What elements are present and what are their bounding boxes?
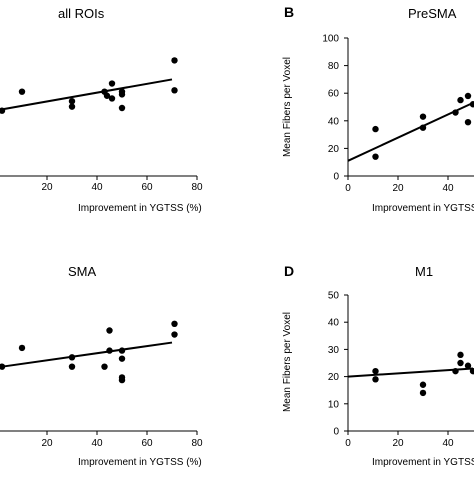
data-point-presma-3 (419, 124, 427, 131)
x-tick-label-all-rois-0: 20 (41, 182, 53, 193)
regression-line-sma (1, 341, 173, 368)
data-point-presma-0 (372, 125, 379, 133)
data-point-sma-5 (106, 327, 113, 334)
data-point-m1-2 (419, 381, 427, 388)
data-point-presma-4 (452, 109, 459, 116)
y-tick-label-m1-1: 10 (328, 399, 340, 410)
y-tick-label-presma-3: 60 (328, 89, 340, 100)
x-tick-label-sma-3: 80 (191, 438, 203, 449)
data-point-all-rois-10 (118, 104, 126, 112)
data-point-presma-6 (464, 92, 472, 100)
data-point-presma-7 (464, 118, 472, 126)
y-axis-label-presma: Mean Fibers per Voxel (282, 57, 293, 157)
x-tick-label-m1-0: 0 (345, 438, 351, 449)
panel-title-all-rois: all ROIs (58, 6, 105, 21)
data-point-sma-0 (18, 344, 26, 352)
x-tick-label-presma-1: 20 (392, 183, 404, 194)
y-tick-label-m1-0: 0 (333, 427, 339, 438)
data-point-m1-4 (452, 367, 459, 375)
y-tick-label-presma-4: 80 (328, 61, 340, 72)
panel-title-m1: M1 (415, 264, 433, 279)
x-tick-label-presma-0: 0 (345, 183, 351, 194)
data-point-sma-11 (171, 320, 178, 327)
data-point-sma-7 (118, 347, 126, 354)
y-tick-label-m1-3: 30 (328, 345, 340, 356)
data-point-sma-12 (171, 331, 178, 338)
data-point-all-rois-6 (108, 80, 116, 87)
x-tick-label-m1-1: 20 (392, 438, 404, 449)
panel-title-sma: SMA (68, 264, 97, 279)
data-point-m1-1 (372, 376, 379, 383)
y-tick-label-m1-4: 40 (328, 318, 340, 329)
data-point-m1-7 (464, 362, 472, 369)
data-point-presma-8 (469, 101, 474, 108)
data-point-all-rois-12 (171, 87, 178, 94)
x-tick-label-sma-2: 60 (141, 438, 153, 449)
data-point-presma-1 (372, 153, 379, 160)
data-point-sma-1 (0, 363, 6, 370)
data-point-sma-6 (106, 347, 113, 354)
data-point-all-rois-3 (68, 103, 76, 110)
data-point-m1-3 (419, 389, 427, 397)
y-tick-label-presma-1: 20 (328, 144, 340, 155)
data-point-presma-5 (457, 96, 464, 104)
panel-letter-m1: D (284, 263, 294, 279)
x-tick-label-m1-2: 40 (442, 438, 454, 449)
y-axis-label-m1: Mean Fibers per Voxel (282, 312, 293, 412)
data-point-all-rois-5 (103, 92, 111, 99)
data-point-m1-8 (469, 367, 474, 375)
data-point-m1-0 (372, 367, 379, 375)
x-axis-label-presma: Improvement in YGTSS (%) (372, 203, 474, 214)
data-point-presma-2 (419, 113, 427, 120)
y-tick-label-presma-0: 0 (333, 172, 339, 183)
x-tick-label-sma-1: 40 (91, 438, 103, 449)
data-point-sma-2 (68, 354, 76, 361)
data-point-sma-8 (118, 355, 126, 362)
y-tick-label-presma-5: 100 (322, 34, 339, 45)
regression-line-presma (347, 101, 474, 162)
x-tick-label-all-rois-3: 80 (191, 182, 203, 193)
x-axis-label-all-rois: Improvement in YGTSS (%) (78, 203, 202, 214)
x-tick-label-all-rois-2: 60 (141, 182, 153, 193)
x-tick-label-presma-2: 40 (442, 183, 454, 194)
x-tick-label-sma-0: 20 (41, 438, 53, 449)
data-point-all-rois-7 (108, 95, 116, 102)
panel-letter-presma: B (284, 4, 294, 20)
x-axis-label-sma: Improvement in YGTSS (%) (78, 457, 202, 468)
data-point-all-rois-1 (0, 107, 6, 114)
data-point-sma-10 (118, 376, 126, 384)
y-tick-label-presma-2: 40 (328, 116, 340, 127)
data-point-all-rois-0 (18, 88, 26, 95)
data-point-all-rois-11 (171, 57, 178, 64)
y-tick-label-m1-2: 20 (328, 372, 340, 383)
data-point-m1-6 (457, 359, 464, 367)
x-axis-label-m1: Improvement in YGTSS (%) (372, 457, 474, 468)
data-point-sma-4 (101, 363, 108, 370)
data-point-sma-3 (68, 363, 76, 370)
regression-line-all-rois (1, 78, 173, 111)
x-tick-label-all-rois-1: 40 (91, 182, 103, 193)
regression-line-m1 (347, 367, 474, 378)
panel-title-presma: PreSMA (408, 6, 457, 21)
y-tick-label-m1-5: 50 (328, 291, 340, 302)
data-point-all-rois-9 (118, 91, 126, 98)
data-point-all-rois-2 (68, 98, 76, 105)
data-point-m1-5 (457, 351, 464, 359)
